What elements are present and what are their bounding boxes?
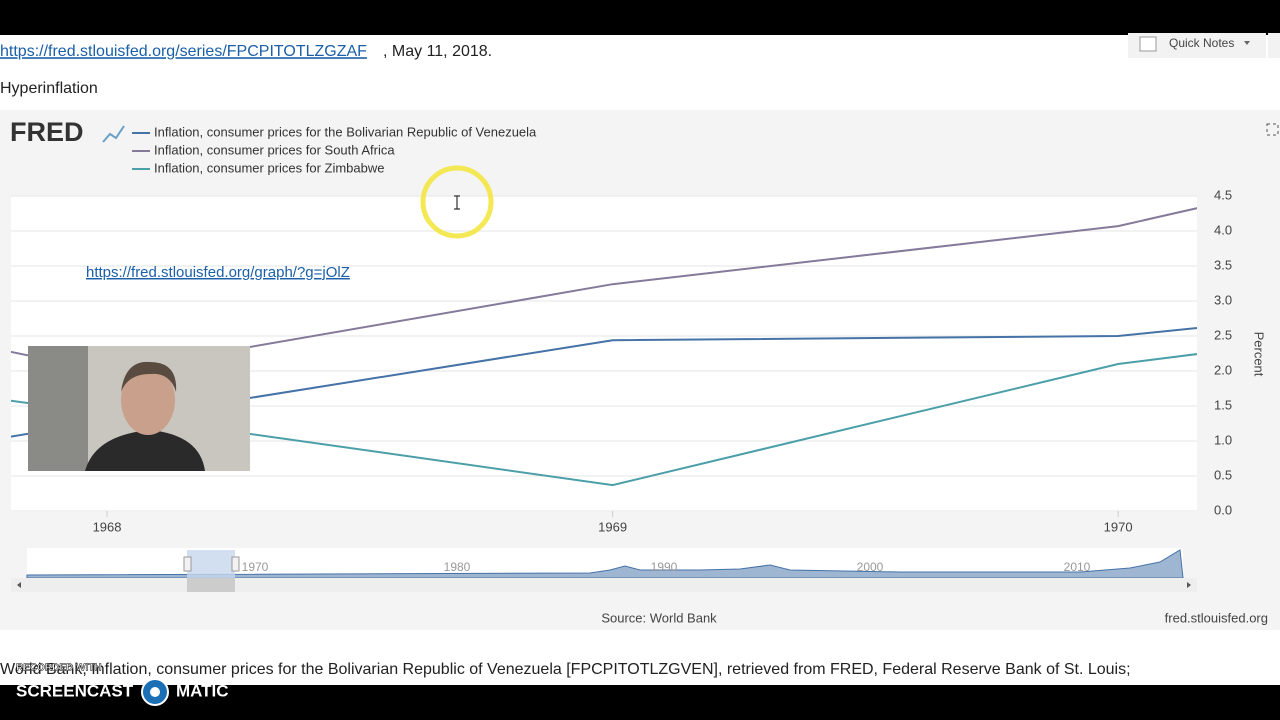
citation-tail: , May 11, 2018. xyxy=(383,43,492,60)
webcam-hair xyxy=(121,361,177,392)
scrollbar[interactable] xyxy=(11,578,1197,592)
citation-link[interactable]: https://fred.stlouisfed.org/series/FPCPI… xyxy=(0,43,367,60)
y-tick-label: 1.0 xyxy=(1214,432,1232,447)
x-tick-label: 1969 xyxy=(598,519,627,534)
watermark-brand: MATIC xyxy=(176,681,229,700)
logo-icon xyxy=(102,125,125,143)
y-tick-label: 0.0 xyxy=(1214,502,1232,517)
y-tick-label: 4.5 xyxy=(1214,187,1232,202)
source: Source: World Bank xyxy=(601,610,717,625)
navigator-label: 2010 xyxy=(1064,560,1091,574)
bottom-bar xyxy=(0,685,1280,720)
navigator-label: 1980 xyxy=(444,560,471,574)
dropdown-arrow xyxy=(1244,41,1250,45)
site: fred.stlouisfed.org xyxy=(1165,610,1268,625)
side-button[interactable] xyxy=(1268,33,1280,58)
series-line xyxy=(11,327,1197,438)
watermark-logo-dot xyxy=(150,687,160,697)
fred-logo: FRED xyxy=(10,117,84,147)
navigator-handle[interactable] xyxy=(231,556,240,572)
y-tick-label: 0.5 xyxy=(1214,467,1232,482)
notes-icon xyxy=(1139,36,1157,52)
fullscreen-icon[interactable] xyxy=(1266,123,1279,136)
navigator-handle[interactable] xyxy=(183,556,192,572)
y-tick-label: 4.0 xyxy=(1214,222,1232,237)
y-axis-label: Percent xyxy=(1252,332,1267,377)
legend-label: Inflation, consumer prices for Zimbabwe xyxy=(154,160,384,175)
scroll-thumb[interactable] xyxy=(187,578,235,592)
quick-notes-label: Quick Notes xyxy=(1169,36,1234,50)
graph-link[interactable]: https://fred.stlouisfed.org/graph/?g=jOl… xyxy=(86,264,350,281)
series-line xyxy=(11,353,1197,487)
webcam-face xyxy=(121,365,175,435)
navigator-area xyxy=(26,549,1184,579)
watermark-recorded: RECORDED WITH xyxy=(16,663,102,674)
webcam-shirt xyxy=(85,430,205,471)
navigator-label: 2000 xyxy=(857,560,884,574)
navigator-label: 1970 xyxy=(242,560,269,574)
y-tick-label: 3.0 xyxy=(1214,292,1232,307)
y-tick-label: 3.5 xyxy=(1214,257,1232,272)
series-line xyxy=(11,207,1197,373)
top-bar xyxy=(0,0,1280,35)
y-tick-label: 1.5 xyxy=(1214,397,1232,412)
navigator-selection[interactable] xyxy=(187,550,235,578)
cursor xyxy=(454,195,460,210)
x-tick-label: 1968 xyxy=(93,519,122,534)
x-tick-label: 1970 xyxy=(1104,519,1133,534)
webcam-wall xyxy=(28,346,88,471)
heading: Hyperinflation xyxy=(0,80,98,97)
navigator-label: 1990 xyxy=(651,560,678,574)
y-tick-label: 2.0 xyxy=(1214,362,1232,377)
bottom-text: World Bank, Inflation, consumer prices f… xyxy=(0,661,1131,678)
cursor-highlight xyxy=(420,165,494,239)
y-tick-label: 2.5 xyxy=(1214,327,1232,342)
legend-label: Inflation, consumer prices for the Boliv… xyxy=(154,124,537,139)
legend-label: Inflation, consumer prices for South Afr… xyxy=(154,142,395,157)
watermark-brand: SCREENCAST xyxy=(16,681,134,700)
